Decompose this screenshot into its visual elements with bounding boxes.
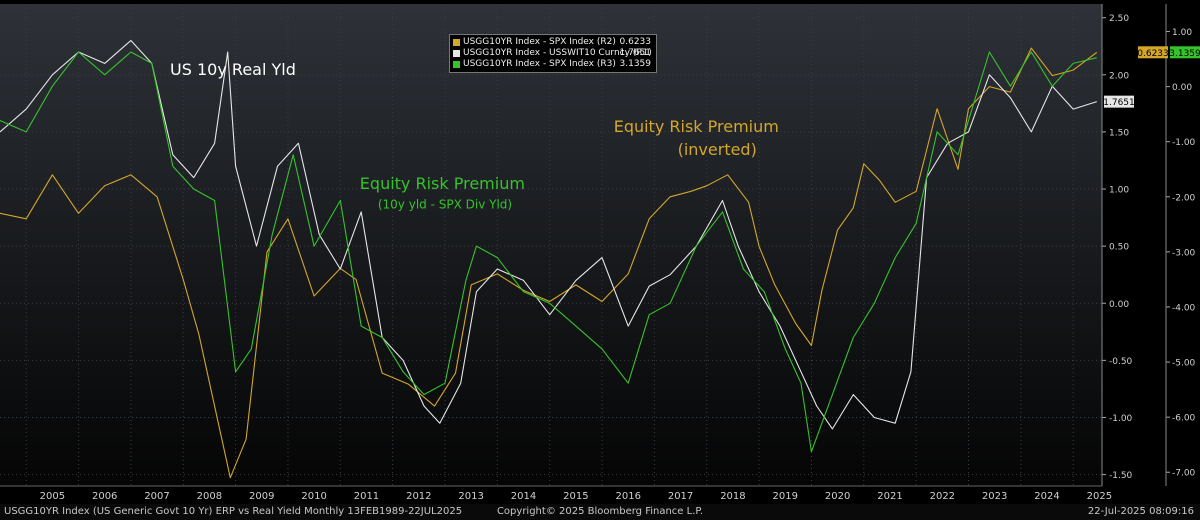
x-tick-label: 2020 [825, 491, 850, 502]
last-value-label-0: 0.6233 [1137, 49, 1169, 59]
footer: Copyright© 2025 Bloomberg Finance L.P. U… [0, 504, 1200, 520]
x-tick-label: 2007 [144, 491, 169, 502]
series-line-0 [0, 47, 1098, 479]
r2-tick-label: -5.00 [1172, 359, 1196, 369]
legend-item-r2: USGG10YR Index - SPX Index (R2) 0.6233 [453, 37, 653, 48]
r1-tick-label: -1.00 [1109, 414, 1133, 424]
legend-value-r2: 0.6233 [619, 37, 652, 47]
x-tick-label: 2009 [249, 491, 274, 502]
legend: USGG10YR Index - SPX Index (R2) 0.6233 U… [449, 34, 657, 73]
r1-tick-label: -0.50 [1109, 357, 1133, 367]
r1-tick-label: 0.50 [1109, 243, 1129, 253]
x-tick-label: 2016 [615, 491, 640, 502]
last-value-badge-0 [1138, 46, 1168, 59]
x-tick-label: 2006 [92, 491, 117, 502]
x-tick-label: 2023 [982, 491, 1007, 502]
x-tick-label: 2011 [354, 491, 379, 502]
x-tick-label: 2018 [720, 491, 745, 502]
plot-background [0, 4, 1102, 486]
r2-tick-label: -7.00 [1172, 469, 1196, 479]
axis-panel [1102, 4, 1200, 486]
r1-tick-label: 0.00 [1109, 300, 1129, 310]
x-tick-label: 2015 [563, 491, 588, 502]
x-tick-label: 2013 [458, 491, 483, 502]
legend-label-r3: USGG10YR Index - SPX Index (R3) [463, 59, 616, 69]
x-tick-label: 2019 [773, 491, 798, 502]
x-tick-label: 2012 [406, 491, 431, 502]
x-tick-label: 2008 [197, 491, 222, 502]
legend-value-r3: 3.1359 [619, 59, 652, 69]
chart-svg: 2005 2006 2007 2008 2009 2010 2011 2012 2013 2014… [0, 4, 1200, 502]
r1-tick-label: 1.00 [1109, 186, 1129, 196]
last-value-badge-2 [1170, 46, 1200, 59]
footer-description: USGG10YR Index (US Generic Govt 10 Yr) E… [4, 506, 463, 517]
r2-tick-label: -1.00 [1172, 138, 1196, 148]
legend-swatch-r1 [453, 50, 460, 57]
last-value-label-1: 1.7651 [1103, 98, 1135, 108]
r2-tick-label: 1.00 [1172, 28, 1192, 38]
footer-copyright: Copyright© 2025 Bloomberg Finance L.P. [496, 506, 704, 517]
x-tick-label: 2022 [930, 491, 955, 502]
series-line-2 [0, 51, 1097, 453]
legend-swatch-r2 [453, 39, 460, 46]
x-tick-label: 2017 [668, 491, 693, 502]
legend-value-r1: 1.7651 [619, 48, 652, 58]
r2-tick-label: -4.00 [1172, 303, 1196, 313]
x-tick-label: 2010 [301, 491, 326, 502]
series-line-1 [0, 39, 1097, 430]
r1-tick-label: 2.50 [1109, 14, 1129, 24]
r2-tick-label: -2.00 [1172, 193, 1196, 203]
x-tick-label: 2024 [1034, 491, 1059, 502]
annotation-4: (10y yld - SPX Div Yld) [378, 197, 512, 211]
legend-item-r3: USGG10YR Index - SPX Index (R3) 3.1359 [453, 59, 653, 70]
x-tick-label: 2005 [40, 491, 65, 502]
annotation-1: Equity Risk Premium [614, 117, 779, 136]
r1-tick-label: -1.50 [1109, 471, 1133, 481]
legend-label-r2: USGG10YR Index - SPX Index (R2) [463, 37, 616, 47]
legend-swatch-r3 [453, 61, 460, 68]
x-tick-label: 2025 [1087, 491, 1112, 502]
legend-item-r1: USGG10YR Index - USSWIT10 Curncy (R1) 1.… [453, 48, 653, 59]
annotation-3: Equity Risk Premium [360, 174, 525, 193]
footer-timestamp: 22-Jul-2025 08:09:16 [1087, 506, 1194, 517]
legend-label-r1: USGG10YR Index - USSWIT10 Curncy (R1) [463, 48, 652, 58]
r1-tick-label: 2.00 [1109, 71, 1129, 81]
r1-tick-label: 1.50 [1109, 128, 1129, 138]
r2-tick-label: -6.00 [1172, 414, 1196, 424]
r2-tick-label: -3.00 [1172, 248, 1196, 258]
x-tick-label: 2021 [877, 491, 902, 502]
last-value-badge-1 [1104, 95, 1134, 108]
x-tick-label: 2014 [511, 491, 536, 502]
annotation-0: US 10y Real Yld [170, 60, 296, 79]
annotation-2: (inverted) [678, 140, 757, 159]
r2-tick-label: 0.00 [1172, 83, 1192, 93]
last-value-label-2: 3.1359 [1169, 49, 1200, 59]
